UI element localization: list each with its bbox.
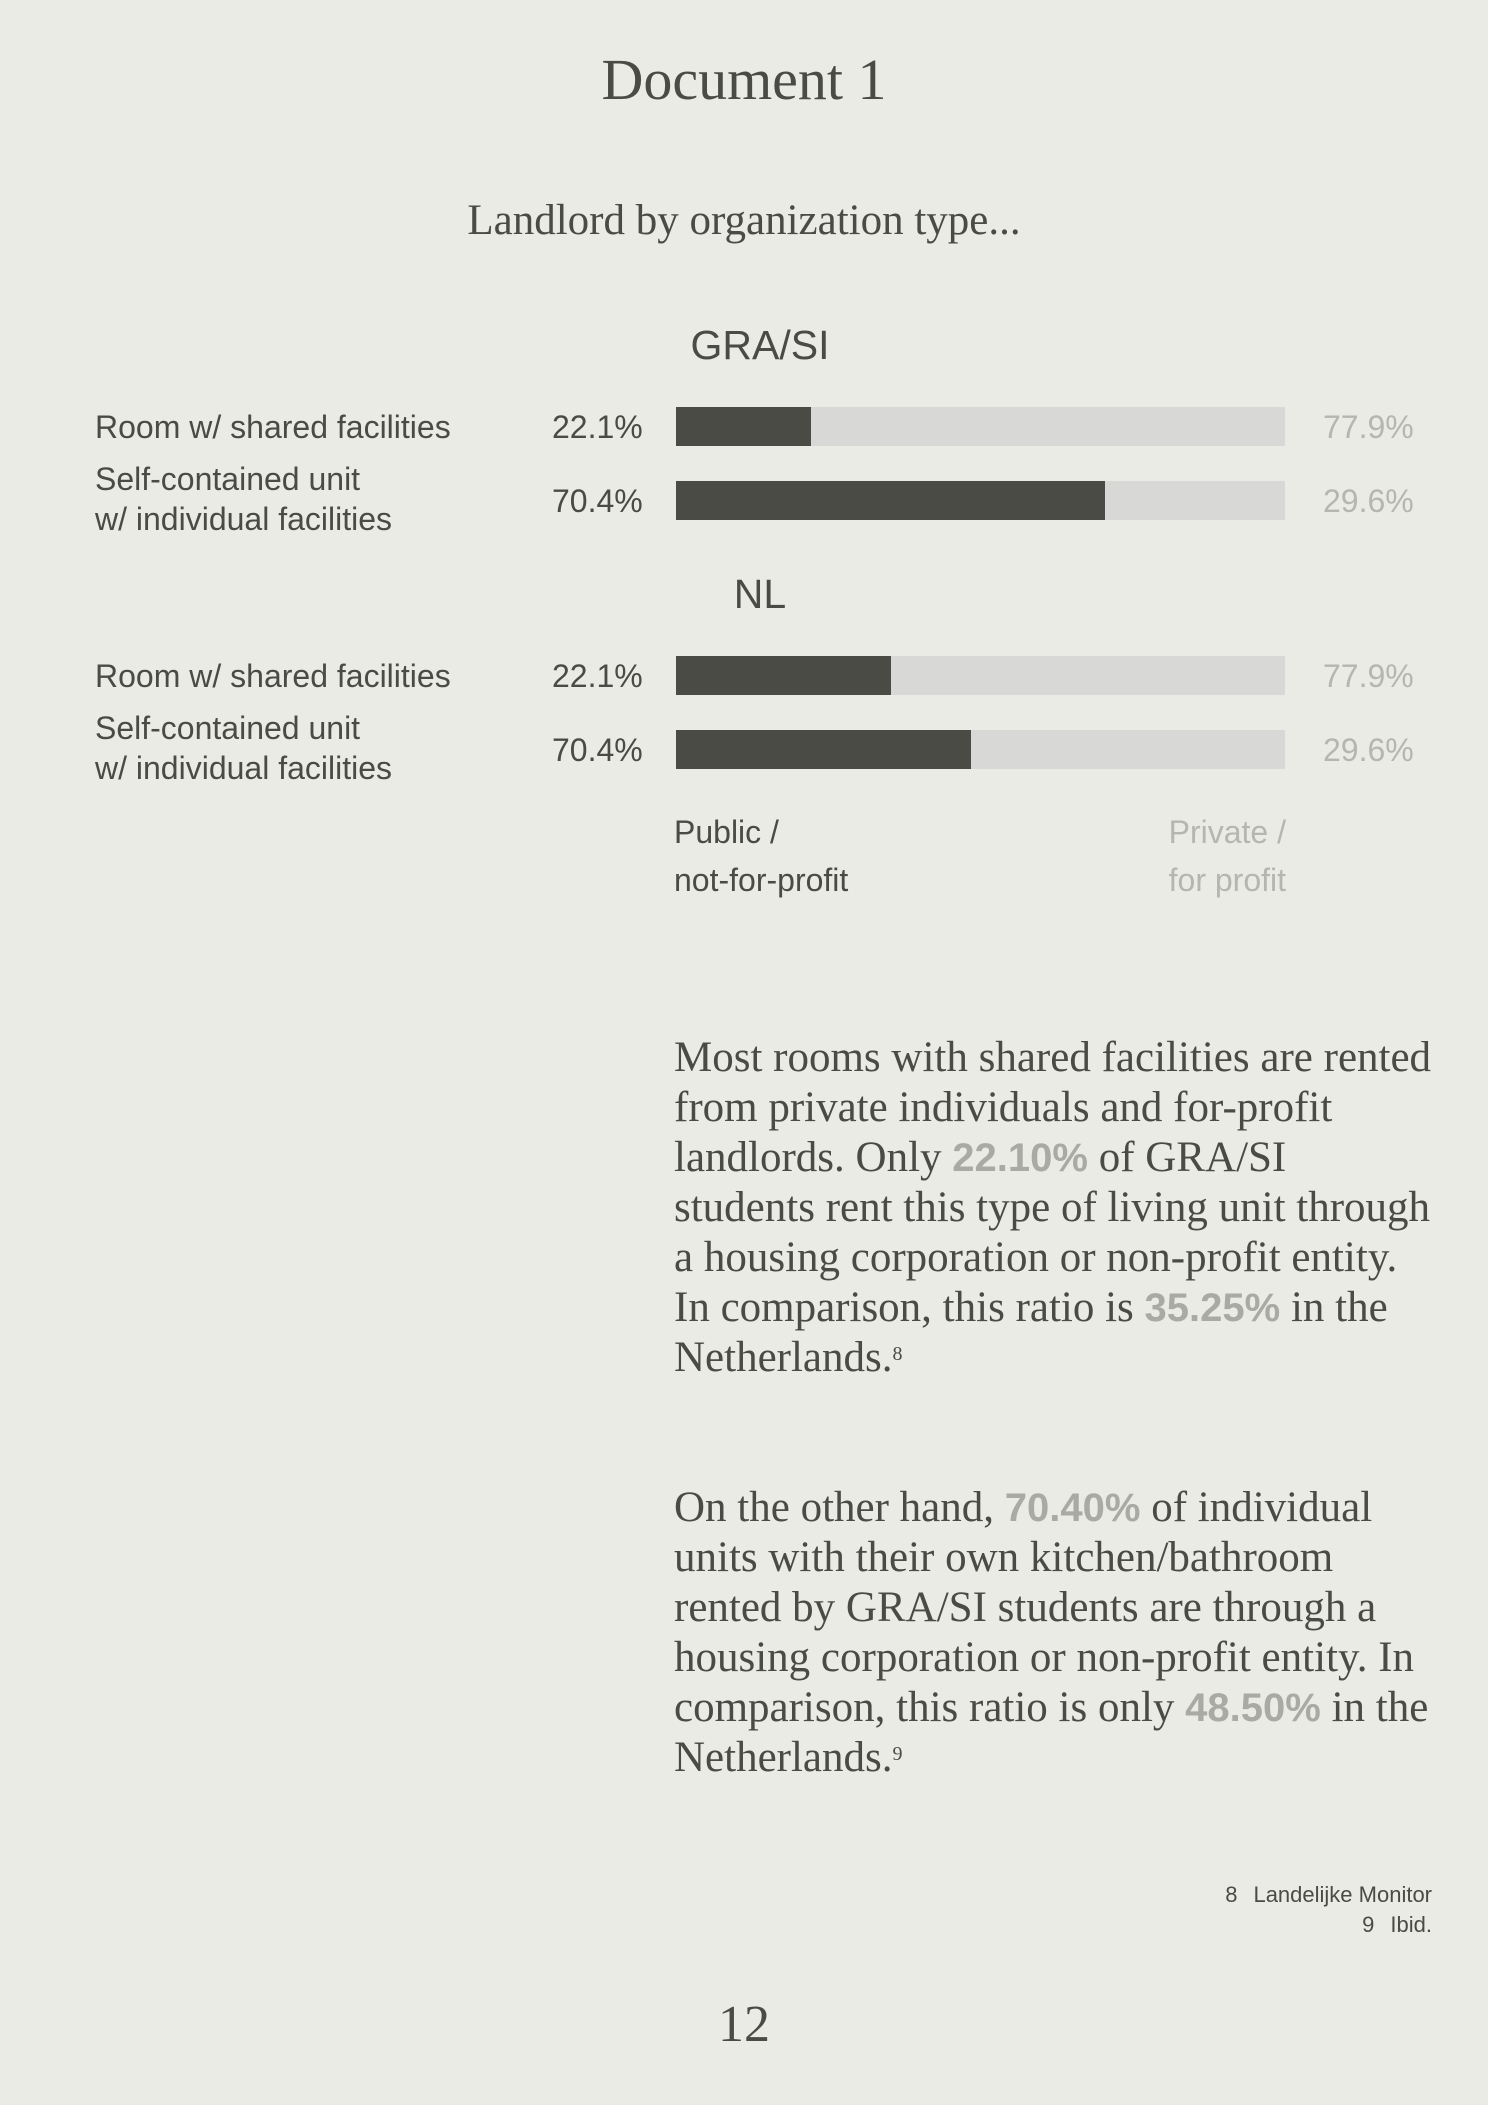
- legend-public-line: not-for-profit: [674, 862, 849, 898]
- text: of GRA/SI students rent this type of liv…: [674, 1134, 1431, 1331]
- bar-private-segment: [676, 730, 1285, 769]
- paragraph-1: Most rooms with shared facilities are re…: [674, 1033, 1434, 1383]
- legend-private-line: Private /: [1168, 814, 1286, 850]
- footnote-ref[interactable]: 8: [892, 1343, 903, 1365]
- row-label-line: Room w/ shared facilities: [95, 409, 451, 445]
- legend-private: Private / for profit: [1169, 808, 1286, 904]
- text: Most rooms with shared facilities are re…: [674, 1034, 1432, 1181]
- row-label-line: Self-contained unit: [95, 461, 361, 497]
- footnote-text: Ibid.: [1390, 1912, 1432, 1937]
- highlight-value: 70.40%: [1004, 1486, 1141, 1530]
- legend-private-line: for profit: [1168, 862, 1286, 898]
- bar-public-segment: [676, 730, 972, 769]
- paragraph-2: On the other hand, 70.40% of individual …: [674, 1483, 1434, 1783]
- highlight-value: 22.10%: [952, 1136, 1088, 1180]
- row-label: Room w/ shared facilities: [95, 407, 451, 447]
- public-pct-label: 22.1%: [552, 409, 643, 445]
- bar-public-segment: [676, 407, 811, 446]
- text: in the Netherlands.: [674, 1284, 1388, 1381]
- highlight-value: 35.25%: [1144, 1286, 1281, 1330]
- private-pct-label: 29.6%: [1323, 483, 1414, 519]
- footnote-text: Landelijke Monitor: [1253, 1882, 1432, 1907]
- private-pct-label: 29.6%: [1323, 732, 1414, 768]
- legend-public: Public / not-for-profit: [674, 808, 848, 904]
- text: in the Netherlands.: [674, 1684, 1429, 1781]
- page-title: Document 1: [601, 47, 887, 112]
- row-label: Self-contained unit w/ individual facilit…: [95, 459, 392, 539]
- text: On the other hand,: [674, 1484, 1005, 1531]
- row-label: Room w/ shared facilities: [95, 656, 451, 696]
- footnote-8: 8 Landelijke Monitor: [1225, 1882, 1432, 1908]
- row-label-line: w/ individual facilities: [95, 750, 393, 786]
- group-label: NL: [733, 571, 787, 617]
- bar-public-segment: [676, 656, 891, 695]
- row-label-line: Self-contained unit: [95, 710, 361, 746]
- public-pct-label: 70.4%: [552, 483, 643, 519]
- private-pct-label: 77.9%: [1323, 409, 1414, 445]
- public-pct-label: 70.4%: [552, 732, 643, 768]
- footnote-number: 9: [1362, 1912, 1375, 1937]
- private-pct-label: 77.9%: [1323, 658, 1414, 694]
- footnote-ref[interactable]: 9: [892, 1743, 903, 1765]
- row-label: Self-contained unit w/ individual facilit…: [95, 708, 392, 788]
- footnote-9: 9 Ibid.: [1362, 1912, 1432, 1938]
- bar-private-segment: [676, 481, 1285, 520]
- page-number: 12: [718, 1996, 770, 2053]
- row-label-line: w/ individual facilities: [95, 501, 393, 537]
- text: of individual units with their own kitch…: [674, 1484, 1415, 1731]
- chart-title: Landlord by organization type...: [467, 197, 1021, 244]
- row-label-line: Room w/ shared facilities: [95, 658, 451, 694]
- bar-public-segment: [676, 481, 1105, 520]
- group-label: GRA/SI: [690, 322, 830, 368]
- footnote-number: 8: [1225, 1882, 1238, 1907]
- bar-private-segment: [676, 407, 1285, 446]
- public-pct-label: 22.1%: [552, 658, 643, 694]
- legend-public-line: Public /: [674, 814, 779, 850]
- bar-private-segment: [676, 656, 1285, 695]
- highlight-value: 48.50%: [1185, 1686, 1321, 1730]
